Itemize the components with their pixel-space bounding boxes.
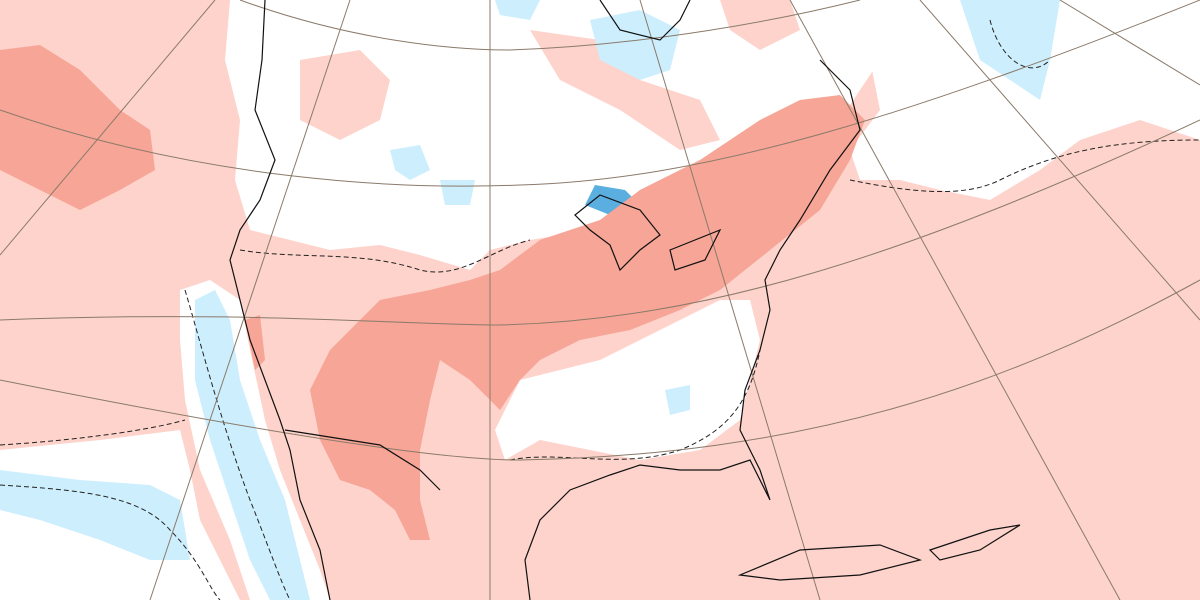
southeast-neutral (495, 300, 760, 460)
coastlines (229, 0, 1021, 600)
border (284, 429, 441, 491)
atlantic-neutral (830, 0, 1200, 200)
coast-warm (245, 315, 265, 370)
contour (0, 419, 186, 446)
parallel (0, 0, 1200, 187)
caribbean (928, 524, 1021, 561)
contour (184, 289, 291, 600)
prairie-cool (440, 180, 475, 205)
contour (239, 239, 531, 273)
prairie-cool (390, 145, 430, 180)
hudson-bay (599, 0, 691, 41)
meridian (639, 0, 821, 600)
patch (530, 30, 720, 150)
parallel (239, 0, 861, 51)
southeast-cool (665, 385, 690, 415)
pacific-coast (229, 0, 331, 600)
canada-neutral (225, 0, 880, 270)
continental-warm (310, 95, 865, 540)
meridian (1059, 0, 1200, 86)
warm-areas (0, 45, 865, 540)
patch (720, 0, 800, 50)
atlantic-coast (524, 59, 861, 600)
caribbean (737, 544, 923, 581)
atlantic-cool (960, 0, 1060, 100)
meridian (789, 0, 1121, 600)
contour (0, 484, 221, 600)
great-lakes (669, 228, 722, 271)
pacific-cool (0, 470, 190, 560)
hudson-cool (590, 10, 680, 80)
cool-areas (0, 0, 1060, 600)
parallel (0, 279, 1200, 461)
canada-warm-patches (300, 0, 800, 150)
meridian (0, 0, 216, 256)
contour (989, 19, 1051, 69)
north-cool (495, 0, 540, 20)
parallel (0, 119, 1200, 326)
meridian (919, 0, 1200, 321)
coast-cool (195, 290, 310, 600)
contour (849, 139, 1200, 192)
great-lakes (574, 194, 661, 272)
meridian (149, 0, 351, 600)
pacific-warm (0, 45, 155, 210)
patch (300, 50, 390, 140)
